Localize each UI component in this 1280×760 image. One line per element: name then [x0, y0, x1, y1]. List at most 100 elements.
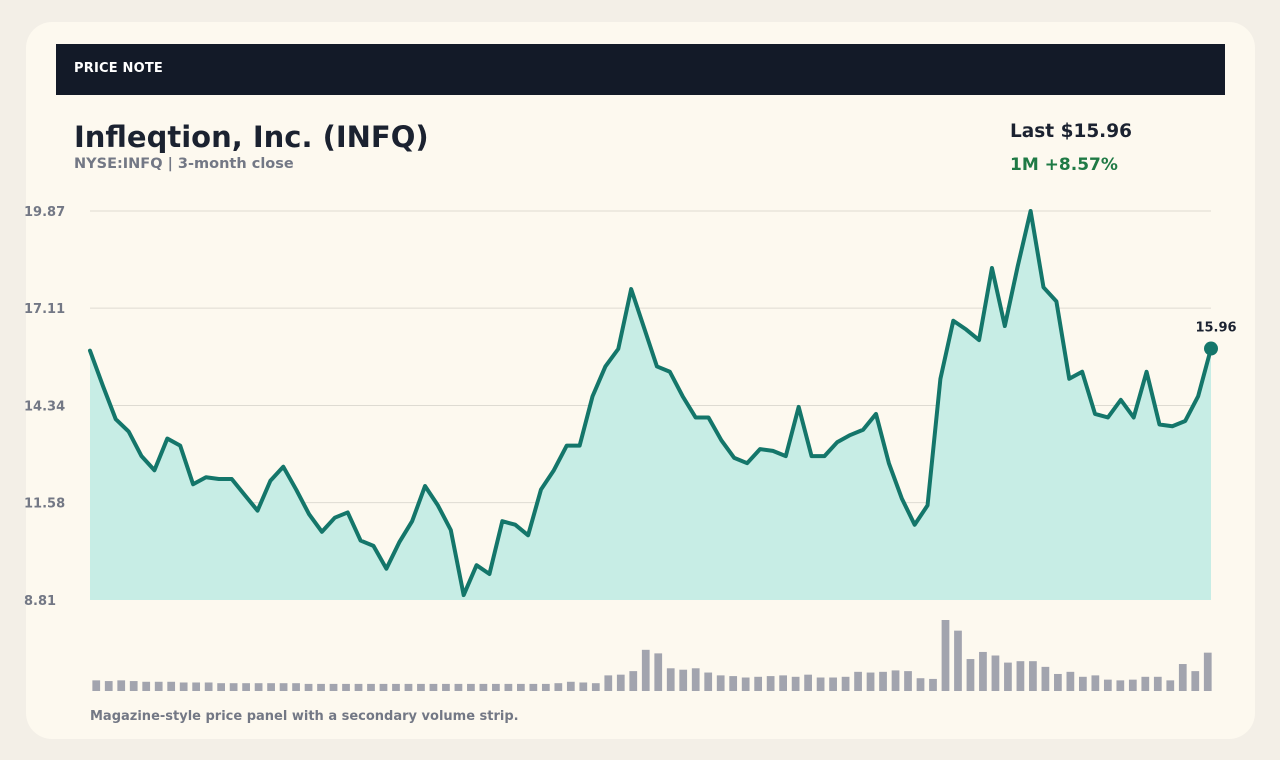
price-area — [90, 211, 1211, 600]
volume-bar — [1066, 671, 1075, 691]
label-layer: 19.87 17.11 14.34 11.58 8.81 15.96 — [24, 205, 1237, 609]
volume-bar — [492, 683, 500, 691]
volume-bar — [804, 674, 812, 691]
volume-bar — [904, 671, 912, 691]
volume-bar — [991, 655, 1000, 691]
volume-bar — [1103, 679, 1112, 691]
volume-bar — [741, 677, 750, 691]
volume-bar — [1116, 680, 1125, 691]
volume-bar — [267, 683, 275, 691]
volume-bar — [604, 675, 613, 691]
volume-bar — [791, 676, 800, 691]
volume-bar — [554, 683, 563, 691]
volume-bar — [941, 620, 950, 691]
volume-bar — [766, 676, 775, 691]
volume-bar — [204, 682, 213, 691]
volume-bar — [254, 683, 263, 691]
volume-bar — [442, 683, 450, 691]
volume-bar — [666, 668, 675, 691]
volume-bar — [292, 683, 300, 691]
volume-bar — [92, 680, 101, 691]
volume-bar — [1029, 661, 1037, 691]
last-point-label: 15.96 — [1195, 321, 1236, 336]
volume-bar — [217, 683, 225, 691]
y-tick-label: 8.81 — [24, 594, 56, 609]
line-layer — [88, 209, 1218, 598]
header-label: PRICE NOTE — [74, 61, 164, 76]
volume-bar — [1128, 679, 1137, 691]
volume-bar — [891, 670, 900, 691]
volume-bar — [691, 668, 700, 691]
volume-bar — [1004, 662, 1012, 691]
volume-bar — [192, 682, 201, 691]
volume-bar — [679, 669, 688, 691]
header-bar: PRICE NOTE — [56, 44, 1225, 95]
volume-bar — [367, 683, 375, 691]
volume-bar — [816, 677, 825, 691]
volume-bar — [566, 681, 575, 691]
volume-bar — [1079, 676, 1087, 691]
volume-bar — [129, 681, 138, 691]
volume-bar — [541, 683, 550, 691]
volume-bar — [1141, 676, 1150, 691]
volume-bar — [229, 683, 238, 691]
volume-bar — [467, 683, 475, 691]
volume-bar — [392, 683, 400, 691]
area-layer — [90, 211, 1211, 600]
volume-bar — [529, 683, 538, 691]
volume-bar — [179, 682, 188, 691]
volume-bar — [1166, 680, 1175, 691]
volume-bar — [304, 683, 313, 691]
y-tick-label: 19.87 — [24, 205, 65, 220]
volume-bar — [329, 683, 338, 691]
volume-layer — [92, 620, 1212, 691]
price-line — [88, 209, 1213, 598]
volume-bar — [429, 683, 438, 691]
volume-bar — [629, 671, 638, 691]
volume-bar — [579, 682, 588, 691]
volume-bar — [342, 683, 350, 691]
y-tick-label: 14.34 — [24, 400, 65, 415]
volume-bar — [279, 683, 288, 691]
volume-bar — [729, 676, 738, 691]
volume-bar — [404, 683, 413, 691]
volume-bar — [916, 678, 925, 691]
volume-bar — [1016, 661, 1025, 691]
volume-bar — [1054, 673, 1062, 691]
volume-bar — [104, 681, 113, 691]
last-price: Last $15.96 — [1010, 121, 1132, 142]
last-point-marker — [1204, 341, 1218, 356]
y-tick-label: 17.11 — [24, 302, 65, 317]
volume-bar — [317, 683, 325, 691]
volume-bar — [979, 651, 987, 691]
volume-bar — [1178, 664, 1187, 691]
change-value: 1M +8.57% — [1010, 155, 1118, 175]
volume-bar — [1191, 671, 1200, 691]
volume-bar — [142, 681, 151, 691]
volume-bar — [829, 677, 837, 691]
volume-bar — [1041, 666, 1050, 691]
y-tick-label: 11.58 — [24, 497, 65, 512]
volume-bar — [1153, 676, 1162, 691]
volume-bar — [929, 678, 937, 691]
volume-bar — [641, 649, 650, 691]
volume-bar — [1203, 652, 1212, 691]
volume-bar — [517, 683, 525, 691]
volume-bar — [591, 683, 600, 691]
volume-bar — [479, 683, 488, 691]
volume-bar — [504, 683, 513, 691]
volume-bar — [854, 671, 862, 691]
volume-bar — [167, 681, 176, 691]
volume-bar — [954, 630, 962, 691]
volume-bar — [1091, 675, 1100, 691]
stock-subtitle: NYSE:INFQ | 3-month close — [74, 156, 294, 172]
stock-title: Infleqtion, Inc. (INFQ) — [74, 120, 429, 154]
volume-bar — [716, 675, 725, 691]
volume-bar — [966, 659, 975, 691]
volume-bar — [841, 676, 850, 691]
volume-bar — [379, 683, 388, 691]
volume-bar — [454, 683, 463, 691]
volume-bar — [117, 680, 126, 691]
volume-bar — [354, 683, 363, 691]
volume-bar — [242, 683, 250, 691]
